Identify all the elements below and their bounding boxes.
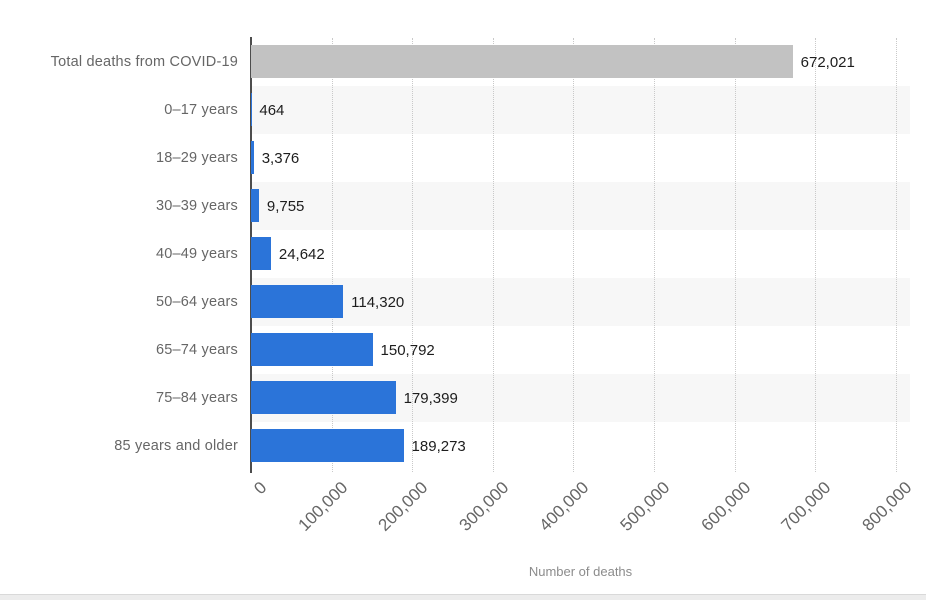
row-stripe	[251, 182, 910, 230]
value-bar[interactable]	[251, 285, 344, 318]
chart-row: 50–64 years 114,320	[0, 278, 926, 326]
value-bar[interactable]	[251, 237, 271, 270]
chart-row: 65–74 years 150,792	[0, 326, 926, 374]
category-label: 0–17 years	[164, 102, 238, 118]
value-bar[interactable]	[251, 429, 404, 462]
row-stripe	[251, 278, 910, 326]
value-label: 179,399	[403, 389, 458, 407]
value-bar[interactable]	[251, 381, 396, 414]
gridline	[734, 38, 736, 472]
value-bar[interactable]	[251, 141, 254, 174]
value-label: 24,642	[278, 245, 325, 263]
category-label: 65–74 years	[155, 342, 238, 358]
chart-row: 85 years and older 189,273	[0, 422, 926, 470]
chart-row: Total deaths from COVID-19 672,021	[0, 38, 926, 86]
value-label: 189,273	[411, 437, 466, 455]
gridline	[492, 38, 494, 472]
value-bar[interactable]	[251, 45, 793, 78]
category-label: Total deaths from COVID-19	[50, 54, 238, 70]
chart-row: 40–49 years 24,642	[0, 230, 926, 278]
bottom-edge-strip	[0, 594, 926, 600]
value-label: 150,792	[380, 341, 435, 359]
category-label: 85 years and older	[114, 438, 238, 454]
row-stripe	[251, 86, 910, 134]
chart-row: 30–39 years 9,755	[0, 182, 926, 230]
value-label: 464	[259, 101, 285, 119]
gridline	[412, 38, 414, 472]
x-axis-title: Number of deaths	[528, 564, 633, 579]
gridline	[573, 38, 575, 472]
category-label: 30–39 years	[155, 198, 238, 214]
chart-row: 75–84 years 179,399	[0, 374, 926, 422]
category-label: 18–29 years	[155, 150, 238, 166]
category-label: 40–49 years	[155, 246, 238, 262]
value-bar[interactable]	[251, 189, 259, 222]
category-label: 75–84 years	[155, 390, 238, 406]
value-label: 114,320	[351, 293, 405, 311]
gridline	[815, 38, 817, 472]
value-label: 672,021	[800, 53, 855, 71]
chart-row: 0–17 years 464	[0, 86, 926, 134]
value-label: 9,755	[266, 197, 305, 215]
category-label: 50–64 years	[155, 294, 238, 310]
gridline	[654, 38, 655, 472]
gridline	[331, 38, 333, 472]
gridline	[895, 38, 897, 472]
chart-row: 18–29 years 3,376	[0, 134, 926, 182]
value-bar[interactable]	[251, 333, 373, 366]
value-label: 3,376	[261, 149, 300, 167]
